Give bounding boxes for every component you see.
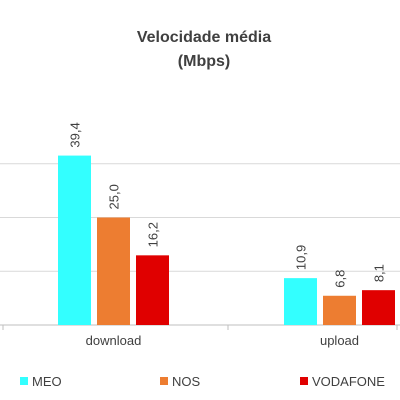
bar-nos-upload (323, 295, 356, 325)
value-label: 10,9 (294, 245, 309, 270)
value-label: 8,1 (372, 264, 387, 282)
category-label: download (86, 333, 142, 348)
legend-swatch-vodafone (300, 377, 308, 385)
value-labels: 39,4 25,0 16,2 10,9 6,8 8,1 (68, 122, 387, 287)
bar-meo-download (58, 155, 91, 325)
x-axis: download upload (2, 325, 398, 348)
bar-nos-download (97, 217, 130, 325)
legend: MEO NOS VODAFONE (20, 374, 385, 389)
legend-label-meo: MEO (32, 374, 62, 389)
chart-subtitle: (Mbps) (178, 53, 230, 70)
value-label: 16,2 (146, 222, 161, 247)
chart-title: Velocidade média (137, 29, 271, 46)
bars (58, 155, 395, 325)
legend-label-vodafone: VODAFONE (312, 374, 385, 389)
bar-vodafone-upload (362, 290, 395, 325)
legend-swatch-nos (160, 377, 168, 385)
bar-meo-upload (284, 278, 317, 325)
category-label: upload (320, 333, 359, 348)
bar-vodafone-download (136, 255, 169, 325)
value-label: 39,4 (68, 122, 83, 147)
legend-label-nos: NOS (172, 374, 201, 389)
value-label: 6,8 (333, 270, 348, 288)
legend-swatch-meo (20, 377, 28, 385)
value-label: 25,0 (107, 184, 122, 209)
